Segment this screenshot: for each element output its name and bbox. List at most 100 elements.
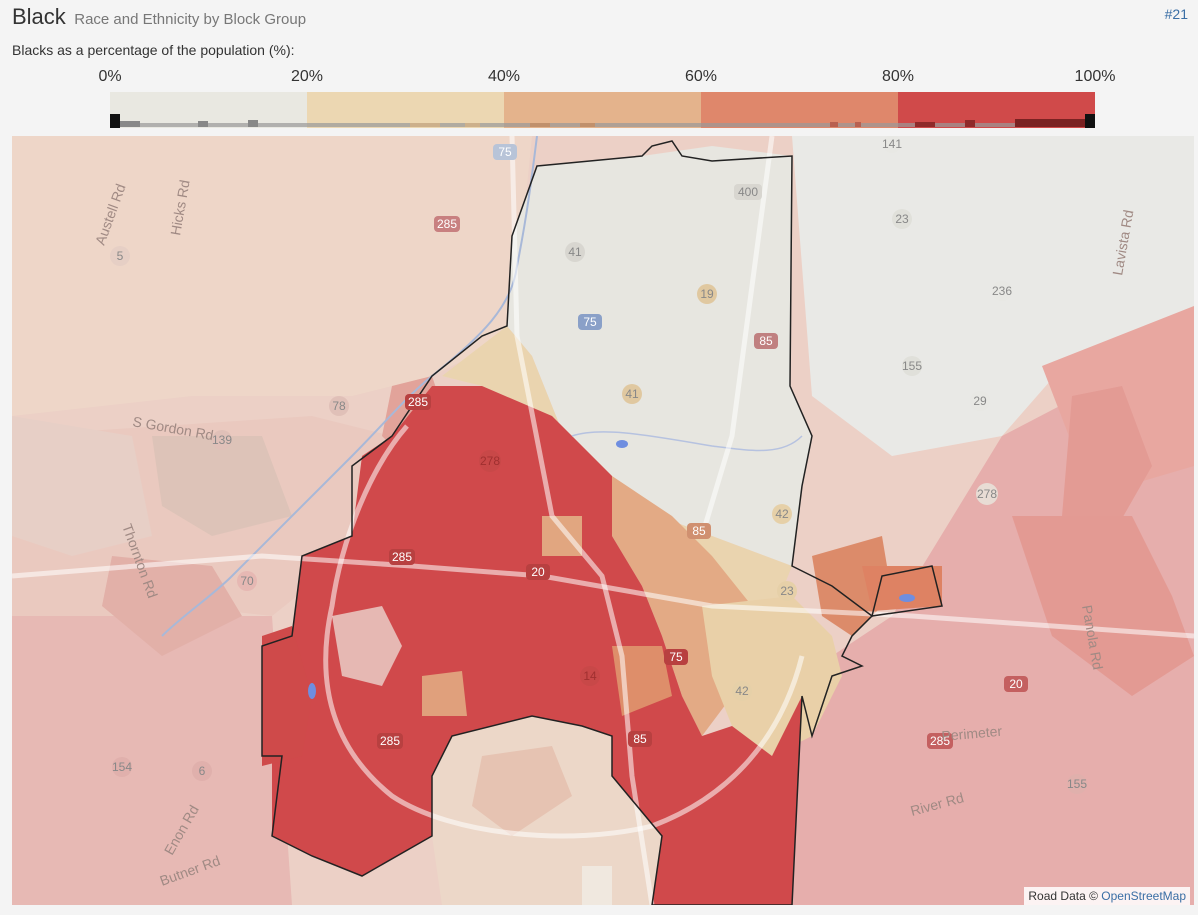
map-attribution: Road Data © OpenStreetMap	[1024, 887, 1190, 905]
reference-link[interactable]: #21	[1164, 6, 1188, 22]
lake-marker	[899, 594, 915, 602]
road-shield: 75	[578, 314, 602, 330]
road-shield: 236	[992, 281, 1012, 301]
road-shield: 278	[976, 483, 998, 505]
road-shield: 70	[237, 571, 257, 591]
road-shield: 20	[1004, 676, 1028, 692]
svg-text:29: 29	[973, 394, 987, 408]
road-shields: 285 285 285 285 285 75 75 75 85 85 85 20…	[110, 136, 1087, 794]
creek-line	[571, 431, 803, 452]
legend-color-bar[interactable]	[110, 92, 1095, 128]
road-shield: 6	[192, 761, 212, 781]
svg-text:285: 285	[930, 734, 950, 748]
choropleth-map[interactable]: 285 285 285 285 285 75 75 75 85 85 85 20…	[12, 136, 1194, 905]
svg-text:42: 42	[775, 507, 789, 521]
road-shield: 141	[882, 136, 902, 153]
svg-text:278: 278	[480, 454, 500, 468]
svg-text:14: 14	[583, 669, 597, 683]
legend-tick: 40%	[487, 68, 521, 85]
legend-tick: 20%	[290, 68, 324, 85]
road-shield: 29	[970, 391, 990, 411]
svg-text:141: 141	[882, 137, 902, 151]
region-west-c	[152, 436, 292, 536]
road-shield: 5	[110, 246, 130, 266]
legend-svg	[110, 92, 1095, 128]
road-shield: 285	[434, 216, 460, 232]
svg-text:285: 285	[408, 395, 428, 409]
legend-bin-1	[307, 92, 504, 128]
svg-text:6: 6	[199, 764, 206, 778]
road-shield: 42	[732, 681, 752, 701]
page-title: Black	[12, 4, 66, 29]
svg-text:400: 400	[738, 185, 758, 199]
road-shield: 278	[479, 450, 501, 472]
svg-text:75: 75	[669, 650, 683, 664]
svg-text:154: 154	[112, 760, 132, 774]
legend-ticks: 0% 20% 40% 60% 80% 100%	[98, 68, 1115, 88]
legend-max-handle[interactable]	[1085, 114, 1095, 128]
legend-caption: Blacks as a percentage of the population…	[12, 42, 295, 58]
road-shield: 285	[927, 733, 953, 749]
svg-text:75: 75	[498, 145, 512, 159]
road-shield: 42	[772, 504, 792, 524]
region-south-small	[582, 866, 612, 905]
road-shield: 20	[526, 564, 550, 580]
svg-text:19: 19	[700, 287, 714, 301]
lake-marker	[616, 440, 628, 448]
svg-text:85: 85	[692, 524, 706, 538]
svg-text:23: 23	[780, 584, 794, 598]
svg-text:155: 155	[1067, 777, 1087, 791]
road-shield: 285	[377, 733, 403, 749]
legend-min-handle[interactable]	[110, 114, 120, 128]
region-southwest-city	[262, 386, 802, 905]
legend-bin-3	[701, 92, 898, 128]
svg-text:23: 23	[895, 212, 909, 226]
svg-text:85: 85	[633, 732, 647, 746]
svg-text:5: 5	[117, 249, 124, 263]
attribution-prefix: Road Data ©	[1028, 889, 1098, 903]
svg-text:278: 278	[977, 487, 997, 501]
region-southwest	[12, 616, 292, 905]
road-shield: 85	[754, 333, 778, 349]
region-east-c	[1012, 516, 1194, 696]
road-shield: 75	[493, 144, 517, 160]
svg-text:41: 41	[625, 387, 639, 401]
svg-text:20: 20	[531, 565, 545, 579]
road-shield: 400	[734, 184, 762, 200]
legend-tick: 80%	[881, 68, 915, 85]
svg-text:20: 20	[1009, 677, 1023, 691]
road-shield: 23	[777, 581, 797, 601]
svg-text:70: 70	[240, 574, 254, 588]
region-west-b	[102, 556, 242, 656]
page-subtitle: Race and Ethnicity by Block Group	[74, 11, 307, 28]
svg-text:285: 285	[380, 734, 400, 748]
region-south-edge-b	[472, 746, 572, 836]
svg-text:285: 285	[392, 550, 412, 564]
road-shield: 285	[389, 549, 415, 565]
road-shield: 19	[697, 284, 717, 304]
street-label: Perimeter	[941, 723, 1003, 744]
road-shield: 14	[580, 666, 600, 686]
road-shield: 154	[112, 757, 132, 777]
openstreetmap-link[interactable]: OpenStreetMap	[1101, 889, 1186, 903]
road-shield: 23	[892, 209, 912, 229]
svg-text:139: 139	[212, 433, 232, 447]
road-shield: 85	[628, 731, 652, 747]
legend-tick: 60%	[684, 68, 718, 85]
city-boundary	[261, 140, 943, 905]
svg-text:75: 75	[583, 315, 597, 329]
svg-text:41: 41	[568, 245, 582, 259]
legend-bin-2	[504, 92, 701, 128]
road-shield: 285	[405, 394, 431, 410]
road-shield: 155	[1067, 774, 1087, 794]
legend-tick: 0%	[98, 68, 122, 85]
road-shield: 41	[565, 242, 585, 262]
road-shield: 78	[329, 396, 349, 416]
road-shield: 139	[212, 430, 232, 450]
road-shield: 41	[622, 384, 642, 404]
region-far-west	[262, 626, 312, 766]
road-shield: 85	[687, 523, 711, 539]
road-shield: 75	[664, 649, 688, 665]
region-west-pocket	[332, 606, 402, 686]
lake-marker	[308, 683, 316, 699]
